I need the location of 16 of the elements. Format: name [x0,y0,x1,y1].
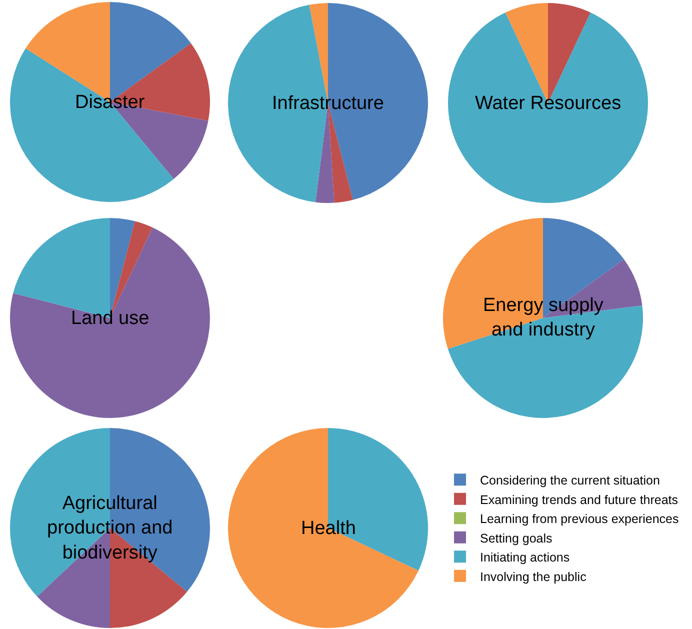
pie-slice [10,228,210,418]
legend-label: Examining trends and future threats [480,492,678,507]
text: Infrastructure [272,93,384,114]
pie-slice [543,218,624,318]
legend-label: Setting goals [480,531,552,546]
text: Water Resources [475,93,622,114]
legend-label: Learning from previous experiences [480,512,679,526]
pie-slice [228,428,418,628]
legend-label: Considering the current situation [480,474,660,488]
legend-label: Initiating actions [480,550,570,564]
pie-slice [10,48,174,202]
pie-slice [543,259,642,318]
legend-label: Involving the public [480,570,586,584]
pie-slice [448,12,648,203]
text: Agricultural production and biodiversity [47,493,173,564]
text: Land use [71,308,150,329]
